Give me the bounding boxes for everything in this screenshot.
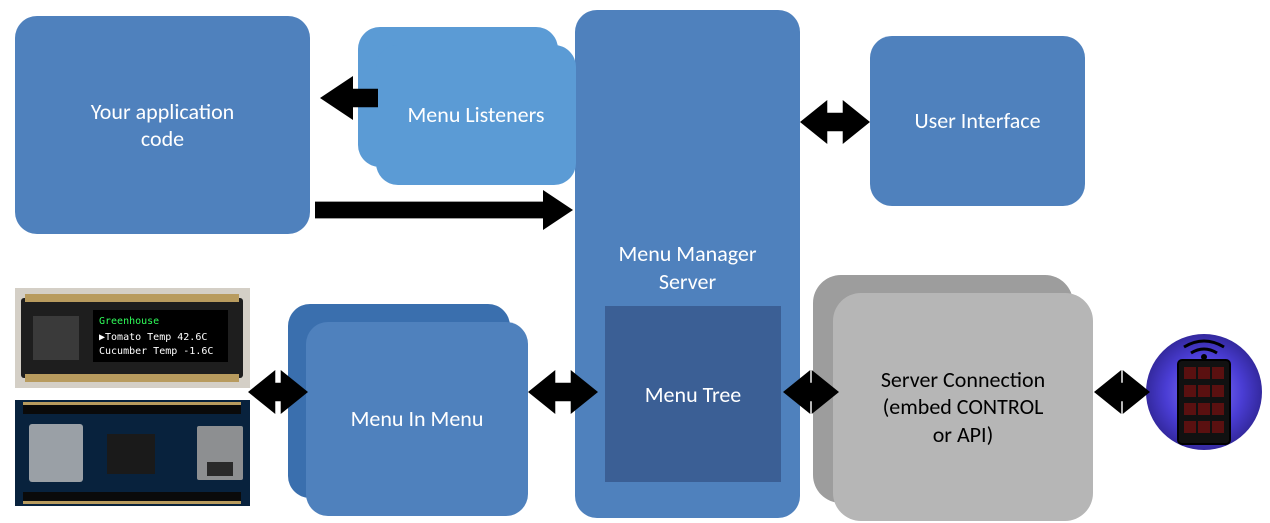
node-label: Your application code (91, 98, 235, 153)
mcu-board-image-bottom (15, 400, 250, 506)
svg-text:▶Tomato Temp 42.6C: ▶Tomato Temp 42.6C (99, 332, 207, 343)
node-label: Menu Manager Server (575, 240, 800, 295)
node-menu-listeners: Menu Listeners (376, 45, 576, 185)
mcu-board-image-top: Greenhouse ▶Tomato Temp 42.6C Cucumber T… (15, 288, 250, 388)
node-label: Menu Listeners (408, 101, 545, 129)
svg-text:Cucumber Temp -1.6C: Cucumber Temp -1.6C (99, 346, 213, 357)
node-label: Server Connection (embed CONTROL or API) (881, 366, 1045, 449)
node-label: User Interface (914, 107, 1040, 135)
remote-control-icon (1139, 327, 1269, 462)
node-your-application-code: Your application code (15, 16, 310, 234)
node-server-connection: Server Connection (embed CONTROL or API) (833, 293, 1093, 521)
svg-text:Greenhouse: Greenhouse (99, 316, 159, 327)
node-user-interface: User Interface (870, 36, 1085, 206)
node-label: Menu Tree (605, 306, 781, 482)
node-label: Menu In Menu (351, 405, 484, 433)
node-menu-tree: Menu Tree (605, 306, 781, 482)
node-menu-in-menu: Menu In Menu (306, 322, 528, 516)
